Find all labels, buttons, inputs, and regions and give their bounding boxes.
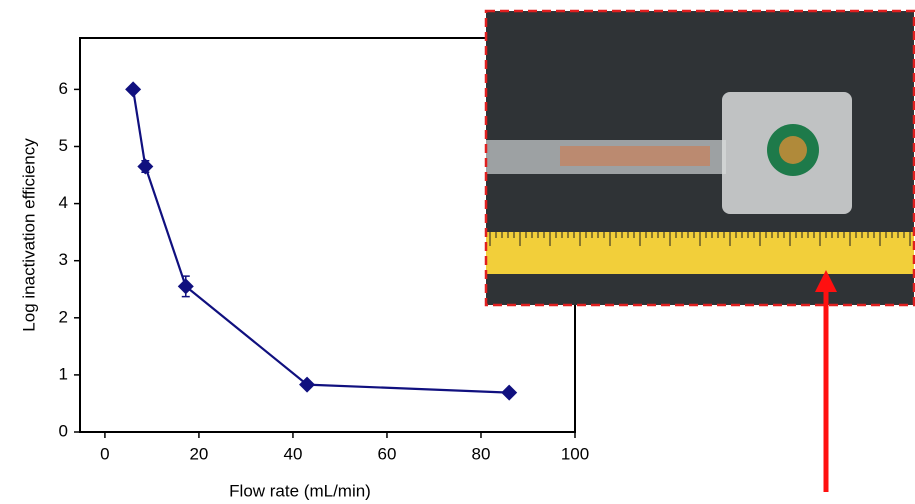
x-axis-label: Flow rate (mL/min) xyxy=(229,481,371,500)
x-tick-label: 60 xyxy=(378,444,397,463)
arrow-head xyxy=(815,270,837,292)
y-tick-label: 4 xyxy=(59,193,68,212)
copper-wire xyxy=(560,146,710,166)
y-tick-label: 0 xyxy=(59,421,68,440)
inset-photo xyxy=(484,9,915,307)
y-tick-label: 2 xyxy=(59,307,68,326)
y-tick-label: 3 xyxy=(59,250,68,269)
y-tick-label: 1 xyxy=(59,364,68,383)
marker xyxy=(501,384,518,401)
marker xyxy=(137,158,154,175)
marker xyxy=(177,278,194,295)
x-tick-label: 0 xyxy=(100,444,109,463)
brass-fitting xyxy=(779,136,807,164)
marker xyxy=(299,376,316,393)
x-tick-label: 80 xyxy=(472,444,491,463)
photo-border xyxy=(484,9,915,307)
tape-ticks xyxy=(489,232,911,246)
y-tick-label: 5 xyxy=(59,136,68,155)
data-line xyxy=(132,89,510,394)
y-tick-label: 6 xyxy=(59,79,68,98)
marker xyxy=(125,81,142,98)
x-tick-label: 100 xyxy=(561,444,589,463)
x-tick-label: 20 xyxy=(189,444,208,463)
plot-area: 0 20 40 60 80 100 0 1 2 3 4 5 6 xyxy=(59,79,590,464)
x-tick-label: 40 xyxy=(283,444,302,463)
y-axis-label: Log inactivation efficiency xyxy=(19,138,38,332)
